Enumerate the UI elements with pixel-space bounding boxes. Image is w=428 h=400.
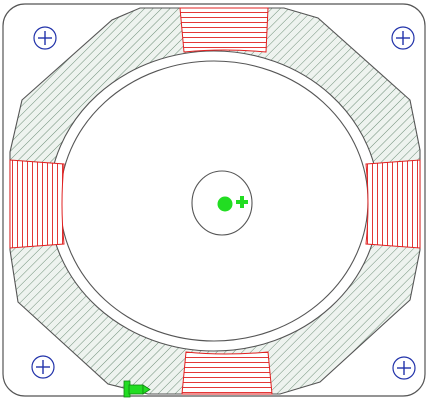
mounting-hole-bottom-left — [31, 355, 55, 379]
mounting-hole-top-left — [33, 26, 57, 50]
winding-right — [365, 159, 421, 249]
core-outline — [9, 7, 421, 395]
winding-bottom — [181, 351, 273, 395]
mounting-hole-bottom-right — [392, 356, 416, 380]
center-dot-icon — [217, 196, 233, 212]
connector-terminal-icon — [123, 380, 151, 398]
winding-top — [179, 7, 269, 53]
small-arrow-icon — [236, 196, 248, 208]
winding-left — [9, 159, 65, 249]
mounting-hole-top-right — [391, 26, 415, 50]
